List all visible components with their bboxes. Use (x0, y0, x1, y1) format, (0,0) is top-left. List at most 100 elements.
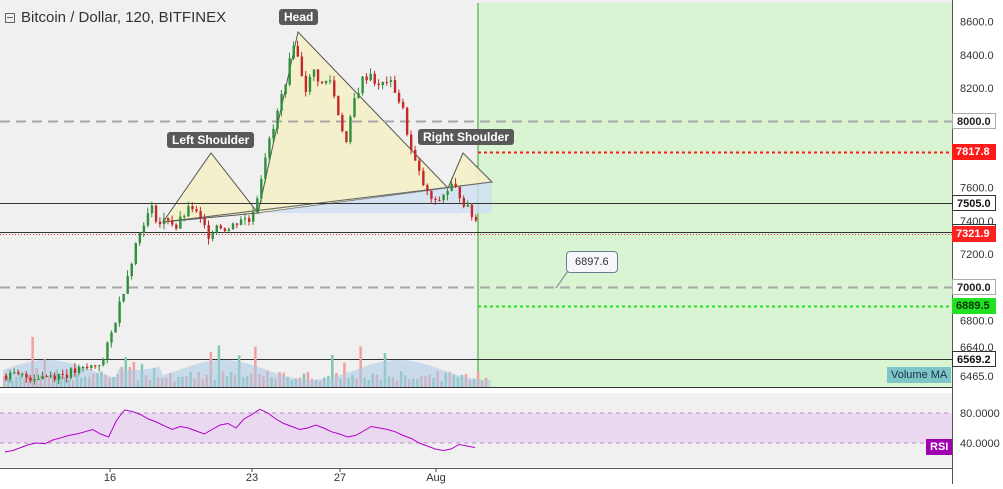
candle-body (219, 225, 223, 229)
candle-body (393, 80, 397, 93)
candle-body (264, 157, 267, 179)
rsi-tick-label: 80.0000 (960, 408, 1000, 420)
candle-body (9, 372, 12, 380)
candle-body (260, 178, 263, 199)
candle-body (183, 216, 186, 218)
candle-body (130, 263, 133, 277)
neckline (162, 181, 493, 223)
candle-body (61, 373, 65, 375)
candle-body (365, 76, 368, 81)
candle-body (223, 228, 227, 232)
candle-body (114, 322, 117, 333)
candle-body (454, 183, 457, 187)
time-tick-label: Aug (426, 472, 446, 484)
candle-body (284, 84, 287, 95)
volume-ma-area (3, 360, 491, 387)
price-tag-6889.5: 6889.5 (952, 298, 996, 314)
time-tick-label: 23 (246, 472, 258, 484)
candle-body (458, 186, 461, 199)
candle-body (446, 191, 449, 195)
volume-bar (331, 354, 334, 387)
candle-body (397, 92, 401, 103)
candle-body (316, 69, 320, 82)
time-tick-label: 27 (334, 472, 346, 484)
rsi-label: RSI (926, 439, 953, 455)
price-tag-7000.0: 7000.0 (952, 279, 996, 295)
label-head: Head (279, 9, 319, 25)
candle-body (466, 204, 470, 207)
candle-body (292, 45, 295, 59)
candle-body (199, 211, 202, 218)
candle-body (268, 138, 271, 158)
candle-body (272, 128, 275, 139)
chart-title: Bitcoin / Dollar, 120, BITFINEX (5, 9, 226, 26)
candle-body (410, 134, 413, 150)
candle-body (162, 218, 166, 225)
candle-body (134, 243, 137, 264)
candle-body (341, 115, 344, 132)
candle-body (138, 232, 142, 244)
price-tick-label: 8600.0 (960, 17, 994, 29)
candle-body (442, 194, 445, 201)
candle-body (142, 225, 146, 233)
candle-body (17, 372, 20, 374)
candle-body (175, 224, 178, 229)
price-tick-label: 7600.0 (960, 183, 994, 195)
candle-body (171, 220, 174, 225)
candle-body (381, 81, 385, 86)
candle-body (474, 216, 478, 221)
candle-body (462, 198, 466, 207)
candle-body (158, 221, 162, 225)
price-tag-7505.0: 7505.0 (952, 195, 996, 211)
candle-body (207, 225, 210, 239)
candle-body (470, 204, 474, 217)
candle-body (426, 185, 429, 191)
candle-body (320, 81, 324, 84)
candle-body (304, 75, 308, 92)
candle-body (29, 377, 32, 381)
candle-body (430, 190, 433, 199)
price-tag-7321.9: 7321.9 (952, 226, 996, 242)
candle-body (418, 160, 421, 171)
volume-bar (476, 371, 480, 387)
candle-body (122, 293, 125, 302)
rsi-band (0, 413, 952, 443)
price-tick-label: 6800.0 (960, 316, 994, 328)
rsi-tick-label: 40.0000 (960, 438, 1000, 450)
candle-body (5, 375, 8, 380)
candle-body (288, 58, 291, 85)
candle-body (333, 80, 336, 97)
candle-body (81, 366, 85, 368)
candle-body (256, 198, 259, 212)
candle-body (345, 131, 348, 142)
price-tag-8000.0: 8000.0 (952, 113, 996, 129)
candle-body (211, 233, 214, 239)
candle-body (243, 218, 247, 220)
candle-body (248, 218, 251, 222)
left-shoulder-shape (161, 152, 259, 223)
volume-bar (306, 371, 310, 387)
candle-body (369, 73, 372, 81)
candle-body (450, 183, 453, 192)
candle-body (45, 376, 48, 378)
candle-body (414, 149, 417, 161)
rsi-line (4, 408, 476, 453)
candle-body (357, 93, 360, 99)
candle-body (231, 223, 235, 230)
candle-body (191, 206, 194, 210)
chart-title-text: Bitcoin / Dollar, 120, BITFINEX (21, 9, 227, 26)
candle-body (167, 218, 170, 221)
projection-zone (478, 3, 952, 387)
candle-body (215, 225, 218, 234)
candle-body (69, 368, 73, 378)
candle-body (300, 56, 304, 76)
label-right-shoulder: Right Shoulder (418, 129, 514, 145)
candle-body (49, 375, 52, 377)
price-tick-label: 6465.0 (960, 371, 994, 383)
candle-body (37, 379, 40, 381)
collapse-icon[interactable] (5, 12, 15, 23)
candle-body (146, 213, 150, 226)
candle-body (94, 365, 97, 367)
candle-body (361, 76, 364, 94)
